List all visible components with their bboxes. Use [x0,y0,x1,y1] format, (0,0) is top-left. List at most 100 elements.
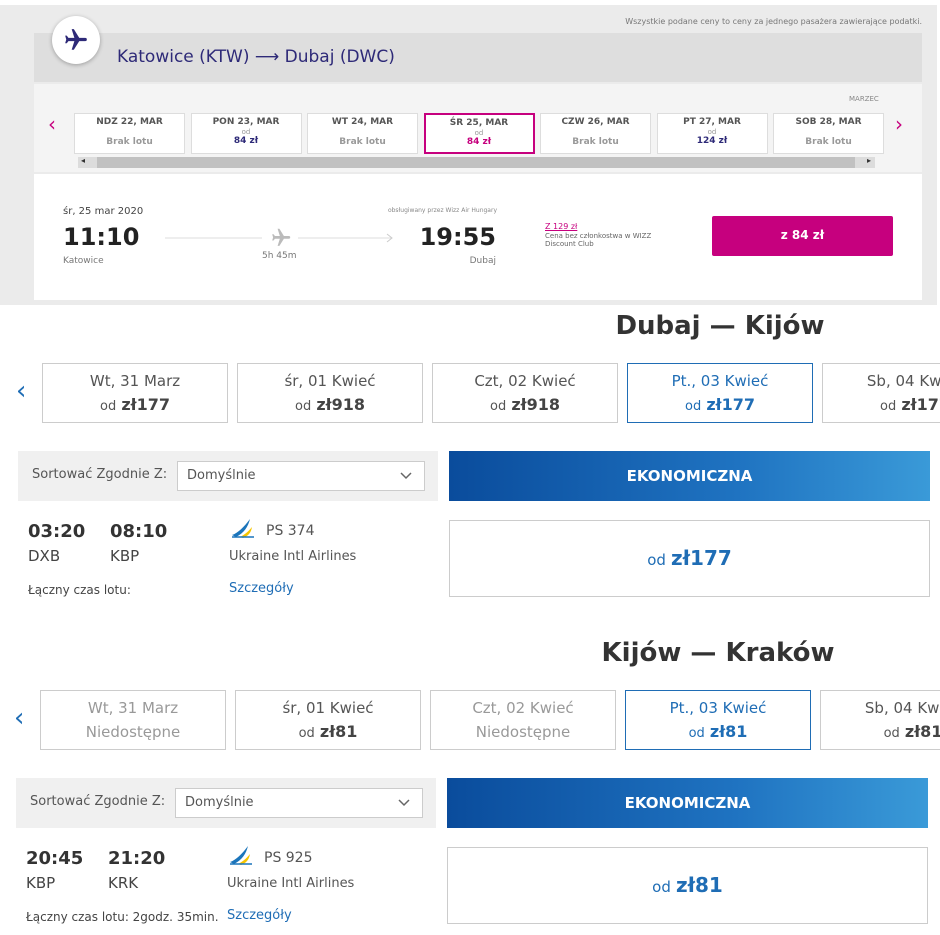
departure-time: 11:10 [63,223,140,251]
sort-bar: Sortować Zgodnie Z: Domyślnie [16,778,436,828]
date-day: Wt, 31 Marz [87,699,179,717]
fare-from: od [647,551,666,569]
prev-dates[interactable]: ‹ [16,376,27,406]
details-link[interactable]: Szczegóły [227,908,292,923]
arrival-time: 21:20 [108,848,166,869]
date-day: śr, 01 Kwieć [284,372,376,390]
date-fare: od zł81 [236,722,420,741]
airline-logo [230,846,252,865]
sort-value: Domyślnie [185,795,254,810]
date-day: CZW 26, MAR [561,117,630,127]
date-status: Brak lotu [572,137,619,147]
airline-name: Ukraine Intl Airlines [227,876,355,891]
departure-time: 03:20 [28,521,86,542]
date-day: Sb, 04 Kwieć [866,372,940,390]
prev-dates[interactable]: ‹ [14,703,25,733]
cabin-label: EKONOMICZNA [626,467,753,485]
date-card[interactable]: PON 23, MAR od 84 zł [190,113,302,154]
flight-number: PS 374 [266,523,315,539]
date-card[interactable]: SOB 28, MAR Brak lotu [773,113,884,154]
member-price[interactable]: Z 129 zł [545,222,578,231]
airline-name: Ukraine Intl Airlines [229,549,357,564]
date-from: od [295,399,312,414]
cabin-header[interactable]: EKONOMICZNA [449,451,930,501]
cabin-label: EKONOMICZNA [624,794,751,812]
date-card[interactable]: Sb, 04 Kwieć od zł81 [820,690,940,750]
fare-price: zł177 [670,546,732,570]
fare-box[interactable]: od zł177 [449,520,930,597]
date-status: Brak lotu [339,137,386,147]
chevron [398,799,410,807]
flight-duration: 5h 45m [262,251,297,261]
select-button[interactable]: z 84 zł [712,216,893,256]
date-fare: od zł177 [823,395,940,414]
destination-city: Dubaj [469,256,496,266]
scrollbar-thumb [97,157,855,168]
date-from: od [880,399,897,414]
date-day: Pt., 03 Kwieć [671,372,769,390]
date-card[interactable]: śr, 01 Kwieć od zł81 [235,690,421,750]
sort-label: Sortować Zgodnie Z: [32,467,168,482]
date-day: NDZ 22, MAR [96,117,163,127]
leg-title: Kijów — Kraków [601,638,835,668]
date-fare: od zł177 [628,395,812,414]
flight-date: śr, 25 mar 2020 [63,206,144,217]
date-card[interactable]: śr, 01 Kwieć od zł918 [237,363,423,423]
scroll-right[interactable]: ▸ [867,156,872,165]
route-line [165,228,393,246]
operator: obsługiwany przez Wizz Air Hungary [387,207,497,214]
fare-box[interactable]: od zł81 [447,847,928,924]
plane-badge [52,16,100,64]
date-fare: od zł918 [238,395,422,414]
sort-label: Sortować Zgodnie Z: [30,794,166,809]
plane-icon [65,29,87,50]
date-price: 124 zł [696,136,728,146]
date-card[interactable]: Czt, 02 Kwieć od zł918 [432,363,618,423]
date-from: od [707,128,717,136]
prev-arrow[interactable]: ‹ [48,112,56,136]
arrival-time: 19:55 [419,223,496,251]
date-card[interactable]: PT 27, MAR od 124 zł [656,113,768,154]
next-arrow[interactable]: › [895,112,903,136]
date-from: od [298,726,315,741]
date-price: 84 zł [466,137,492,147]
cabin-header[interactable]: EKONOMICZNA [447,778,928,828]
date-fare: od zł918 [433,395,617,414]
date-card[interactable]: Wt, 31 Marz Niedostępne [40,690,226,750]
date-card[interactable]: Pt., 03 Kwieć od zł177 [627,363,813,423]
date-card[interactable]: NDZ 22, MAR Brak lotu [74,113,185,154]
date-status: Brak lotu [106,137,153,147]
leg-title: Dubaj — Kijów [615,311,825,341]
departure-time: 20:45 [26,848,84,869]
duration-label: Łączny czas lotu: [28,583,131,597]
date-price: zł81 [319,722,358,741]
details-link[interactable]: Szczegóły [229,581,294,596]
date-day: Pt., 03 Kwieć [669,699,767,717]
origin-code: DXB [28,547,61,565]
chevron [400,472,412,480]
sort-select[interactable]: Domyślnie [177,461,425,491]
fare-from: od [652,878,671,896]
date-card[interactable]: CZW 26, MAR Brak lotu [540,113,651,154]
origin-code: KBP [26,874,56,892]
date-price: zł918 [316,395,365,414]
price-notice: Wszystkie podane ceny to ceny za jednego… [625,17,922,26]
flight-number: PS 925 [264,850,313,866]
date-card[interactable]: WT 24, MAR Brak lotu [307,113,418,154]
fare-price: zł81 [675,873,723,897]
date-day: Czt, 02 Kwieć [474,372,576,390]
date-card[interactable]: Pt., 03 Kwieć od zł81 [625,690,811,750]
scroll-left[interactable]: ◂ [81,156,86,165]
date-card[interactable]: Sb, 04 Kwieć od zł177 [822,363,940,423]
date-card[interactable]: Czt, 02 Kwieć Niedostępne [430,690,616,750]
date-price: zł177 [121,395,170,414]
destination-code: KRK [108,874,139,892]
date-day: SOB 28, MAR [795,117,862,127]
date-card[interactable]: Wt, 31 Marz od zł177 [42,363,228,423]
button-label: z 84 zł [780,228,825,242]
sort-select[interactable]: Domyślnie [175,788,423,818]
flight-card: śr, 25 mar 2020 11:10 Katowice 5h 45m obsług… [34,174,922,300]
date-from: od [688,726,705,741]
date-card[interactable]: ŚR 25, MAR od 84 zł [423,113,535,154]
date-price: zł81 [904,722,940,741]
